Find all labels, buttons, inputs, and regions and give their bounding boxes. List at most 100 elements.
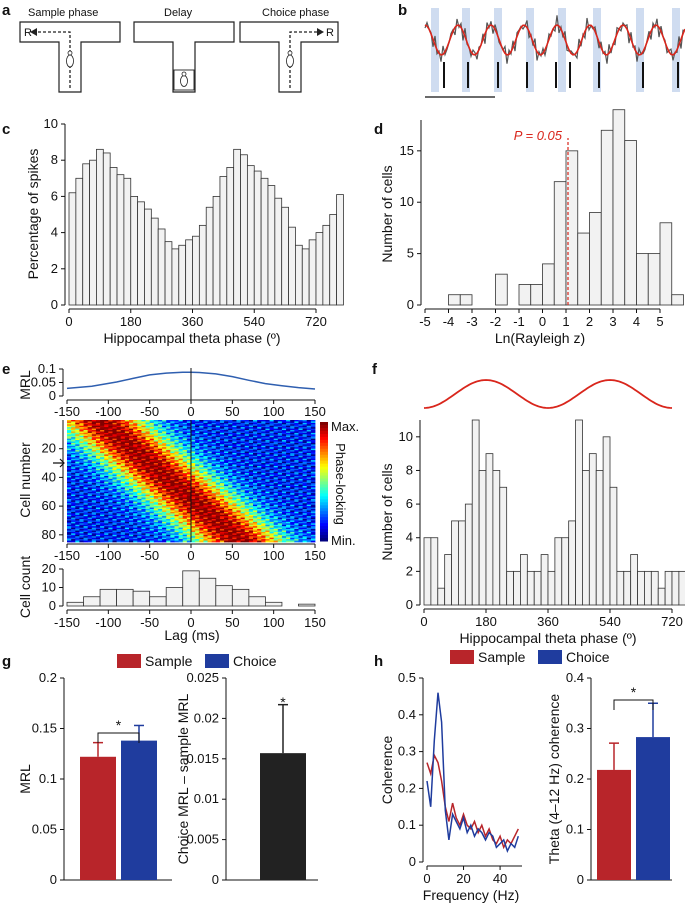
heatmap-cell bbox=[195, 445, 200, 448]
heatmap-cell bbox=[186, 445, 192, 448]
heatmap-cell bbox=[120, 427, 126, 430]
heatmap-cell bbox=[261, 450, 266, 452]
heatmap-cell bbox=[95, 444, 101, 447]
heatmap-cell bbox=[75, 442, 80, 445]
heatmap-cell bbox=[137, 445, 142, 448]
heatmap-cell bbox=[248, 420, 254, 422]
heatmap-cell bbox=[290, 474, 295, 477]
heatmap-cell bbox=[265, 430, 270, 432]
heatmap-cell bbox=[170, 516, 175, 518]
heatmap-cell bbox=[248, 474, 254, 477]
heatmap-cell bbox=[75, 435, 80, 438]
heatmap-cell bbox=[137, 451, 142, 454]
heatmap-cell bbox=[257, 491, 262, 494]
heatmap-cell bbox=[302, 447, 308, 450]
heatmap-cell bbox=[124, 480, 130, 483]
heatmap-cell bbox=[124, 504, 130, 507]
heatmap-cell bbox=[166, 435, 171, 438]
heatmap-cell bbox=[170, 422, 175, 425]
heatmap-cell bbox=[191, 503, 196, 506]
heatmap-cell bbox=[182, 533, 188, 536]
heatmap-cell bbox=[269, 475, 275, 478]
heatmap-cell bbox=[83, 474, 89, 477]
heatmap-cell bbox=[95, 421, 101, 424]
heatmap-cell bbox=[157, 497, 163, 500]
heatmap-cell bbox=[83, 516, 89, 518]
heatmap-cell bbox=[178, 425, 184, 428]
heatmap-cell bbox=[228, 434, 233, 437]
heatmap-cell bbox=[290, 529, 295, 531]
heatmap-cell bbox=[269, 527, 275, 530]
heatmap-cell bbox=[145, 451, 151, 454]
heatmap-cell bbox=[178, 441, 184, 444]
heatmap-cell bbox=[133, 445, 138, 448]
heatmap-cell bbox=[253, 474, 258, 477]
heatmap-cell bbox=[120, 520, 126, 523]
heatmap-cell bbox=[145, 430, 151, 432]
heatmap-cell bbox=[215, 453, 221, 455]
heatmap-cell bbox=[145, 425, 151, 428]
heatmap-cell bbox=[162, 516, 167, 518]
heatmap-cell bbox=[133, 465, 138, 468]
heatmap-cell bbox=[236, 438, 241, 441]
heatmap-cell bbox=[232, 524, 237, 527]
heatmap-cell bbox=[219, 473, 225, 475]
heatmap-cell bbox=[248, 460, 254, 463]
heatmap-cell bbox=[79, 501, 84, 504]
heatmap-cell bbox=[170, 438, 175, 441]
heatmap-cell bbox=[195, 527, 200, 530]
heatmap-cell bbox=[215, 460, 221, 463]
heatmap-cell bbox=[71, 526, 76, 529]
heatmap-cell bbox=[145, 453, 151, 455]
heatmap-cell bbox=[286, 432, 291, 435]
heatmap-cell bbox=[157, 478, 163, 481]
heatmap-cell bbox=[211, 453, 217, 455]
heatmap-cell bbox=[207, 503, 213, 506]
heatmap-cell bbox=[248, 444, 254, 447]
heatmap-cell bbox=[273, 519, 279, 521]
heatmap-cell bbox=[244, 480, 250, 483]
heatmap-cell bbox=[306, 457, 312, 460]
heatmap-cell bbox=[302, 530, 308, 533]
heatmap-cell bbox=[170, 506, 175, 508]
heatmap-cell bbox=[162, 427, 167, 430]
heatmap-cell bbox=[294, 473, 299, 475]
heatmap-cell bbox=[170, 425, 175, 428]
heatmap-cell bbox=[253, 455, 258, 458]
heatmap-cell bbox=[261, 461, 266, 464]
heatmap-cell bbox=[236, 478, 241, 481]
heatmap-cell bbox=[145, 478, 151, 481]
heatmap-cell bbox=[228, 463, 233, 465]
heatmap-cell bbox=[298, 494, 303, 497]
heatmap-cell bbox=[298, 498, 303, 501]
heatmap-cell bbox=[178, 520, 184, 523]
heatmap-cell bbox=[257, 531, 262, 534]
heatmap-cell bbox=[129, 454, 134, 457]
heatmap-cell bbox=[75, 514, 80, 517]
heatmap-cell bbox=[79, 471, 84, 474]
heatmap-cell bbox=[215, 450, 221, 452]
heatmap-cell bbox=[104, 458, 109, 461]
heatmap-cell bbox=[298, 430, 303, 432]
heatmap-cell bbox=[248, 491, 254, 494]
heatmap-cell bbox=[294, 507, 299, 510]
heatmap-cell bbox=[108, 488, 113, 491]
heatmap-cell bbox=[87, 457, 93, 460]
heatmap-cell bbox=[277, 430, 283, 432]
heatmap-cell bbox=[191, 465, 196, 468]
heatmap-cell bbox=[277, 458, 283, 461]
heatmap-cell bbox=[141, 503, 146, 506]
heatmap-cell bbox=[224, 451, 229, 454]
heatmap-cell bbox=[137, 460, 142, 463]
heatmap-cell bbox=[141, 444, 146, 447]
heatmap-cell bbox=[120, 465, 126, 468]
heatmap-cell bbox=[112, 533, 117, 536]
heatmap-cell bbox=[257, 483, 262, 485]
heatmap-cell bbox=[302, 460, 308, 463]
heatmap-cell bbox=[211, 442, 217, 445]
heatmap-cell bbox=[120, 453, 126, 455]
heatmap-cell bbox=[153, 507, 159, 510]
heatmap-cell bbox=[100, 527, 105, 530]
heatmap-cell bbox=[261, 431, 266, 434]
heatmap-cell bbox=[174, 493, 179, 496]
